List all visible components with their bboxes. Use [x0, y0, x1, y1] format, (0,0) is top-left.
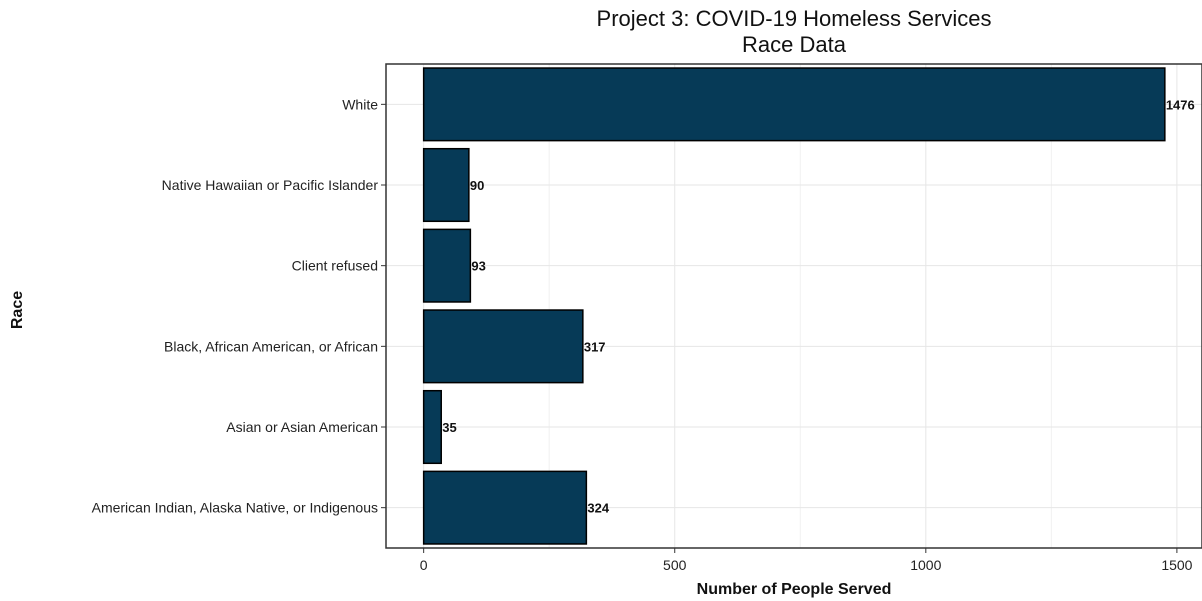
x-tick-label: 0: [420, 557, 428, 573]
y-axis-title: Race: [9, 291, 26, 329]
bar-value-label: 35: [442, 420, 456, 435]
y-tick-label: Native Hawaiian or Pacific Islander: [162, 177, 379, 193]
axes: White Native Hawaiian or Pacific Islander…: [92, 96, 1193, 573]
chart-title-line-1: Project 3: COVID-19 Homeless Services: [597, 6, 992, 31]
y-tick-label: White: [342, 96, 378, 112]
x-tick-label: 1000: [910, 557, 941, 573]
y-tick-label: Black, African American, or African: [164, 338, 378, 354]
bar-value-label: 93: [471, 259, 485, 274]
plot-panel-border: [385, 63, 1202, 549]
y-tick-label: Client refused: [292, 258, 378, 274]
bar: [422, 309, 584, 384]
x-axis-title: Number of People Served: [697, 581, 892, 598]
bar-value-label: 1476: [1166, 97, 1195, 112]
chart-title-line-2: Race Data: [742, 32, 847, 57]
x-tick-label: 1500: [1161, 557, 1192, 573]
y-tick-label: Asian or Asian American: [226, 419, 378, 435]
bar: [422, 389, 442, 465]
x-tick-label: 500: [663, 557, 687, 573]
bar: [422, 67, 1166, 142]
bar-value-label: 317: [584, 339, 606, 354]
bar-value-label: 90: [470, 178, 484, 193]
bar: [422, 228, 472, 303]
y-tick-label: American Indian, Alaska Native, or Indig…: [92, 500, 378, 516]
bar: [422, 147, 470, 223]
bar-value-label: 324: [587, 501, 609, 516]
bar: [422, 470, 588, 545]
bars: 1476 90 93 317 35 324: [422, 67, 1195, 545]
